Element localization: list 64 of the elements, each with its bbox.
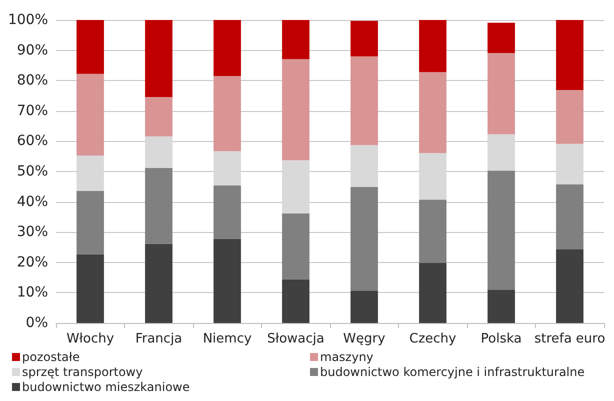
bar xyxy=(145,168,172,244)
x-tick-label: Polska xyxy=(480,332,522,346)
bar xyxy=(419,153,446,200)
y-tick-label: 60% xyxy=(16,133,48,150)
bar xyxy=(76,74,104,156)
bar xyxy=(214,185,241,239)
bar xyxy=(76,254,104,323)
bar xyxy=(145,96,172,136)
bar xyxy=(488,22,515,54)
legend-label: pozostałe xyxy=(22,350,80,364)
x-tick-label: Węgry xyxy=(343,332,386,346)
x-tick-label: Niemcy xyxy=(202,332,252,346)
y-tick-label: 10% xyxy=(16,284,48,301)
bar xyxy=(282,279,310,323)
x-tick-label: Włochy xyxy=(66,332,114,346)
bar xyxy=(145,136,172,168)
bar xyxy=(488,134,515,171)
bar xyxy=(350,290,378,323)
x-tick-label: Słowacja xyxy=(267,332,324,346)
bar xyxy=(556,249,584,323)
y-tick-label: 80% xyxy=(16,72,48,89)
bar xyxy=(350,145,378,187)
x-tick-label: Francja xyxy=(135,332,182,346)
bar xyxy=(76,20,104,74)
bar xyxy=(214,20,241,76)
y-tick-label: 90% xyxy=(16,42,48,58)
y-tick-label: 0% xyxy=(26,315,48,331)
y-tick-label: 70% xyxy=(16,102,48,119)
bar xyxy=(145,244,172,323)
bar xyxy=(282,20,310,60)
bar xyxy=(556,184,584,250)
y-tick-label: 30% xyxy=(16,224,48,240)
y-tick-label: 100% xyxy=(8,12,48,28)
bar xyxy=(419,200,446,264)
y-tick-label: 20% xyxy=(16,254,48,270)
bar xyxy=(214,238,241,323)
bar xyxy=(488,290,515,323)
bar xyxy=(282,160,310,214)
x-tick-label: Czechy xyxy=(409,332,457,346)
bar xyxy=(350,56,378,146)
bar xyxy=(214,151,241,186)
bar xyxy=(419,72,446,154)
bar xyxy=(76,155,104,191)
y-tick-label: 50% xyxy=(16,164,48,180)
bar xyxy=(282,213,310,280)
bar xyxy=(556,144,584,184)
bar xyxy=(214,76,241,152)
bar xyxy=(419,263,446,323)
bar xyxy=(145,20,172,97)
legend-label: maszyny xyxy=(320,350,374,364)
bar xyxy=(488,170,515,290)
bar xyxy=(76,190,104,254)
bar xyxy=(488,53,515,134)
bar xyxy=(556,90,584,144)
bar xyxy=(350,186,378,291)
legend-label: budownictwo komercyjne i infrastrukturalne xyxy=(320,365,585,379)
legend-label: sprzęt transportowy xyxy=(22,365,143,379)
bar xyxy=(350,20,378,56)
bar xyxy=(419,20,446,72)
bar xyxy=(282,59,310,160)
x-tick-label: strefa euro xyxy=(534,332,606,346)
y-tick-label: 40% xyxy=(16,194,48,210)
legend-label: budownictwo mieszkaniowe xyxy=(22,380,190,394)
bar xyxy=(556,20,584,90)
